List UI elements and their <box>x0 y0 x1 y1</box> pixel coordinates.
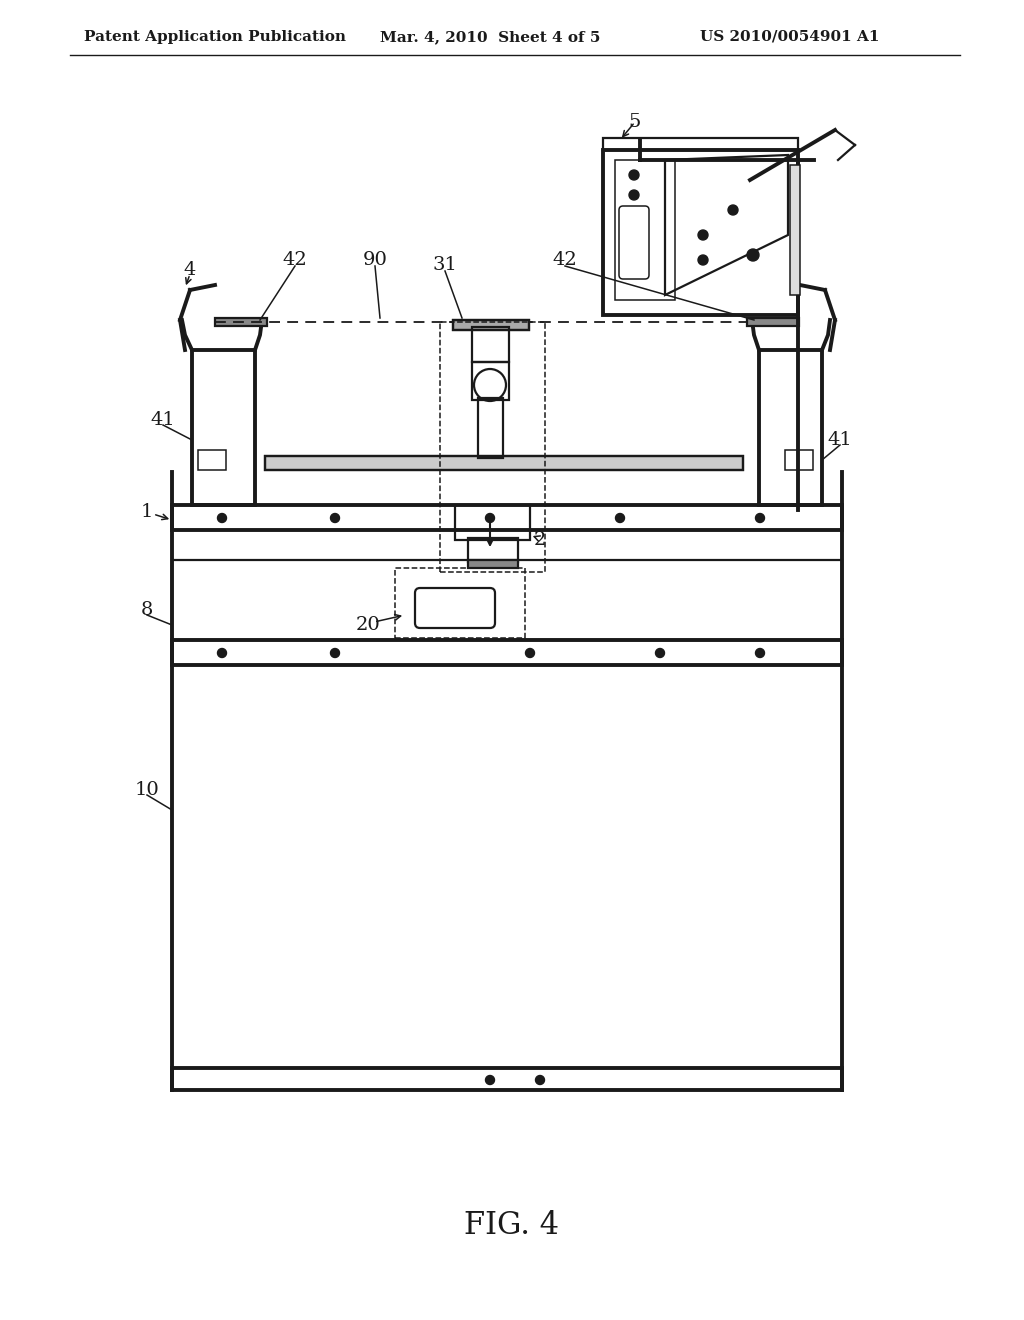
Bar <box>759 350 822 506</box>
Text: 31: 31 <box>432 256 458 275</box>
Bar <box>215 318 267 326</box>
Circle shape <box>331 648 340 657</box>
Text: Mar. 4, 2010  Sheet 4 of 5: Mar. 4, 2010 Sheet 4 of 5 <box>380 30 600 44</box>
Bar <box>440 322 545 572</box>
Bar <box>453 319 529 330</box>
Bar <box>603 139 798 150</box>
Circle shape <box>655 648 665 657</box>
Bar <box>265 455 743 470</box>
Circle shape <box>217 513 226 523</box>
Text: 2: 2 <box>534 531 546 549</box>
Circle shape <box>756 513 765 523</box>
Text: 20: 20 <box>355 616 380 634</box>
Bar <box>453 319 529 330</box>
Bar <box>468 539 518 562</box>
Circle shape <box>331 513 340 523</box>
Bar <box>172 640 842 665</box>
Bar <box>790 165 800 294</box>
Bar <box>603 150 798 315</box>
Circle shape <box>485 1076 495 1085</box>
Text: Patent Application Publication: Patent Application Publication <box>84 30 346 44</box>
Text: 90: 90 <box>362 251 387 269</box>
Bar <box>472 362 509 400</box>
Bar <box>785 450 813 470</box>
Text: 42: 42 <box>283 251 307 269</box>
Bar <box>172 1068 842 1090</box>
Text: 8: 8 <box>141 601 154 619</box>
Bar <box>172 560 842 640</box>
Bar <box>172 506 842 531</box>
Circle shape <box>728 205 738 215</box>
Circle shape <box>536 1076 545 1085</box>
Circle shape <box>629 170 639 180</box>
Bar <box>478 399 503 458</box>
Bar <box>615 160 675 300</box>
Text: 41: 41 <box>827 432 852 449</box>
Bar <box>198 450 226 470</box>
Text: 4: 4 <box>184 261 197 279</box>
Circle shape <box>525 648 535 657</box>
Bar <box>395 568 525 638</box>
Circle shape <box>698 230 708 240</box>
Circle shape <box>485 513 495 523</box>
Circle shape <box>746 249 759 261</box>
Circle shape <box>217 648 226 657</box>
Bar <box>193 350 255 506</box>
Circle shape <box>629 190 639 201</box>
Bar <box>746 318 799 326</box>
Text: 1: 1 <box>141 503 154 521</box>
Bar <box>455 506 530 540</box>
Text: FIG. 4: FIG. 4 <box>465 1209 559 1241</box>
Text: 10: 10 <box>134 781 160 799</box>
Bar <box>472 327 509 362</box>
Circle shape <box>615 513 625 523</box>
Text: US 2010/0054901 A1: US 2010/0054901 A1 <box>700 30 880 44</box>
Text: 5: 5 <box>629 114 641 131</box>
Text: 42: 42 <box>553 251 578 269</box>
Circle shape <box>698 255 708 265</box>
Bar <box>468 560 518 568</box>
Text: 41: 41 <box>151 411 175 429</box>
Circle shape <box>756 648 765 657</box>
Bar <box>265 455 743 470</box>
